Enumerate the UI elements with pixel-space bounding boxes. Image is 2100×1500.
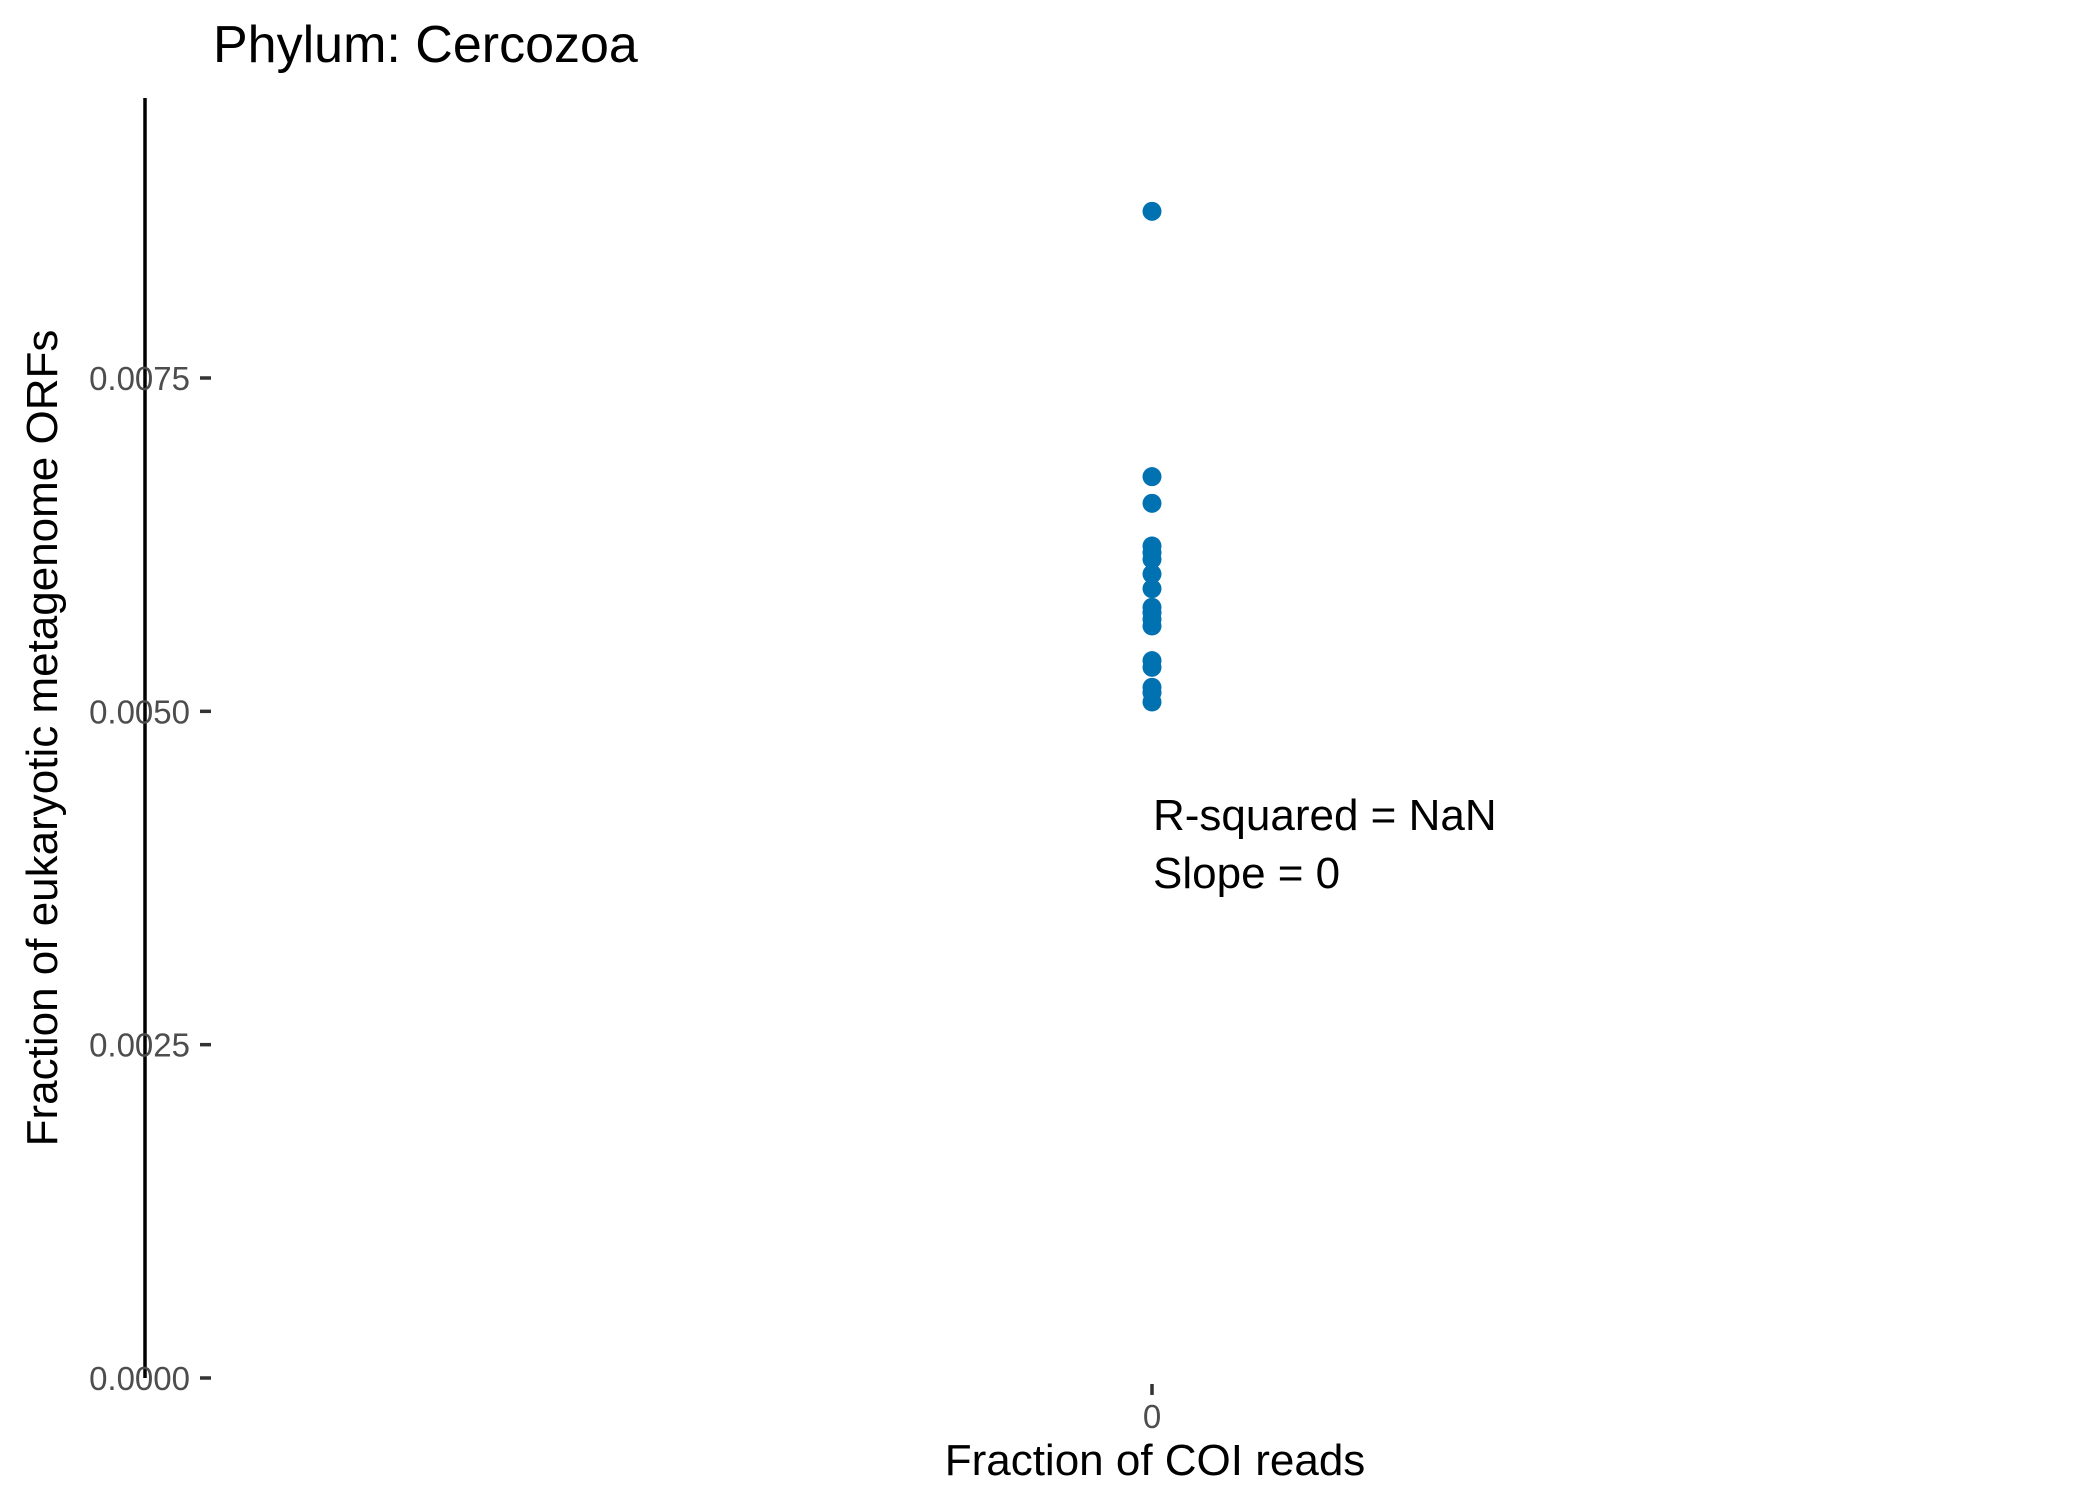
y-axis: 0.0000 0.0025 0.0050 0.0075 <box>89 98 211 1397</box>
x-axis: 0 <box>1143 1384 1161 1435</box>
y-tick-label: 0.0050 <box>89 693 190 730</box>
data-point <box>1142 657 1162 677</box>
chart-title: Phylum: Cercozoa <box>213 16 638 74</box>
data-point <box>1142 692 1162 712</box>
x-tick-label: 0 <box>1143 1398 1161 1435</box>
y-tick-label: 0.0000 <box>89 1360 190 1397</box>
data-point <box>1142 493 1162 513</box>
x-axis-label: Fraction of COI reads <box>945 1436 1366 1485</box>
data-point <box>1142 616 1162 636</box>
data-point <box>1142 549 1162 569</box>
r-squared-annotation: R-squared = NaN <box>1153 791 1497 840</box>
data-points <box>1142 201 1162 712</box>
data-point <box>1142 201 1162 221</box>
data-point <box>1142 564 1162 584</box>
y-tick-label: 0.0025 <box>89 1027 190 1064</box>
data-point <box>1142 579 1162 599</box>
regression-annotation: R-squared = NaN Slope = 0 <box>1153 791 1497 898</box>
slope-annotation: Slope = 0 <box>1153 849 1340 898</box>
data-point <box>1142 467 1162 487</box>
y-tick-label: 0.0075 <box>89 360 190 397</box>
y-axis-label: Fraction of eukaryotic metagenome ORFs <box>18 330 67 1147</box>
